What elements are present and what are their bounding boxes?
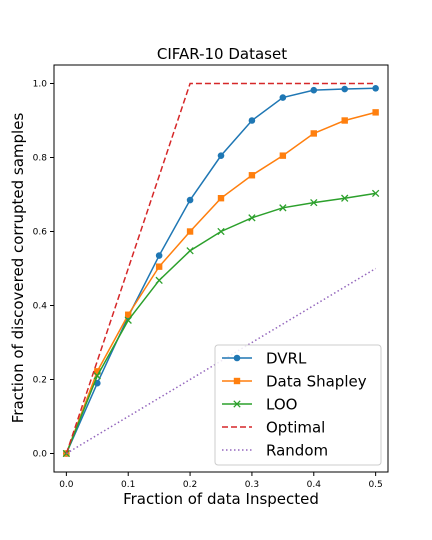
y-axis-label: Fraction of discovered corrupted samples xyxy=(9,113,27,424)
data-point-loo xyxy=(155,276,163,284)
series-data-shapley xyxy=(63,109,379,457)
data-point-data-shapley xyxy=(125,311,132,318)
data-point-loo xyxy=(341,194,349,202)
data-point-dvrl xyxy=(372,85,379,92)
y-tick-label: 0.0 xyxy=(33,450,48,460)
legend-label: DVRL xyxy=(266,350,307,368)
x-axis-label: Fraction of data Inspected xyxy=(123,490,319,508)
x-axis: 0.0 0.1 0.2 0.3 0.4 0.5 xyxy=(59,472,383,490)
y-tick-label: 0.2 xyxy=(33,376,47,386)
data-point-loo xyxy=(186,247,194,255)
series-line-optimal xyxy=(65,82,376,454)
x-tick-label: 0.0 xyxy=(59,480,74,490)
legend-marker xyxy=(233,354,241,362)
legend-label: LOO xyxy=(266,396,297,414)
data-point-dvrl xyxy=(341,85,349,93)
data-point-dvrl xyxy=(217,152,225,159)
x-tick-label: 0.2 xyxy=(183,480,197,490)
data-point-data-shapley xyxy=(341,117,348,124)
y-tick-label: 0.6 xyxy=(33,228,48,238)
y-tick-label: 0.8 xyxy=(33,154,48,164)
y-tick-label: 1.0 xyxy=(33,80,48,90)
data-point-dvrl xyxy=(310,86,318,94)
data-point-data-shapley xyxy=(155,263,163,270)
legend-item-optimal: Optimal xyxy=(222,419,325,437)
data-point-loo xyxy=(93,372,101,380)
data-point-loo xyxy=(279,204,287,212)
data-point-data-shapley xyxy=(94,368,101,375)
y-axis: 0.0 0.2 0.4 0.6 0.8 1.0 xyxy=(33,80,54,460)
legend-label: Data Shapley xyxy=(266,373,367,391)
data-point-data-shapley xyxy=(372,109,379,116)
x-tick-label: 0.5 xyxy=(368,480,382,490)
legend-box xyxy=(214,344,382,466)
data-point-data-shapley xyxy=(310,130,317,137)
x-tick-label: 0.3 xyxy=(245,480,259,490)
series-optimal xyxy=(65,82,376,454)
x-tick-label: 0.1 xyxy=(121,480,135,490)
legend-marker xyxy=(233,400,241,408)
chart-title: CIFAR-10 Dataset xyxy=(157,45,287,63)
y-tick-label: 0.4 xyxy=(33,302,48,312)
data-point-dvrl xyxy=(155,252,163,259)
legend-label: Random xyxy=(266,442,328,460)
data-point-data-shapley xyxy=(186,228,194,235)
legend: DVRL Data Shapley LOO Optimal Random xyxy=(214,344,382,466)
data-point-loo xyxy=(248,214,256,222)
legend-item-loo: LOO xyxy=(222,396,297,414)
data-point-data-shapley xyxy=(279,152,287,159)
x-tick-label: 0.4 xyxy=(307,480,322,490)
plot-frame xyxy=(53,64,389,473)
legend-label: Optimal xyxy=(266,419,325,437)
data-point-loo xyxy=(124,316,132,324)
data-point-dvrl xyxy=(186,196,194,204)
data-point-dvrl xyxy=(279,94,287,101)
data-point-loo xyxy=(310,198,318,207)
data-point-loo xyxy=(371,189,380,198)
legend-item-data-shapley: Data Shapley xyxy=(222,373,367,391)
legend-item-random: Random xyxy=(222,442,328,460)
legend-item-dvrl: DVRL xyxy=(222,350,307,368)
data-point-data-shapley xyxy=(217,195,225,202)
data-point-data-shapley xyxy=(248,172,256,179)
legend-marker xyxy=(233,377,241,385)
data-point-loo xyxy=(217,227,225,236)
data-point-dvrl xyxy=(248,117,256,124)
